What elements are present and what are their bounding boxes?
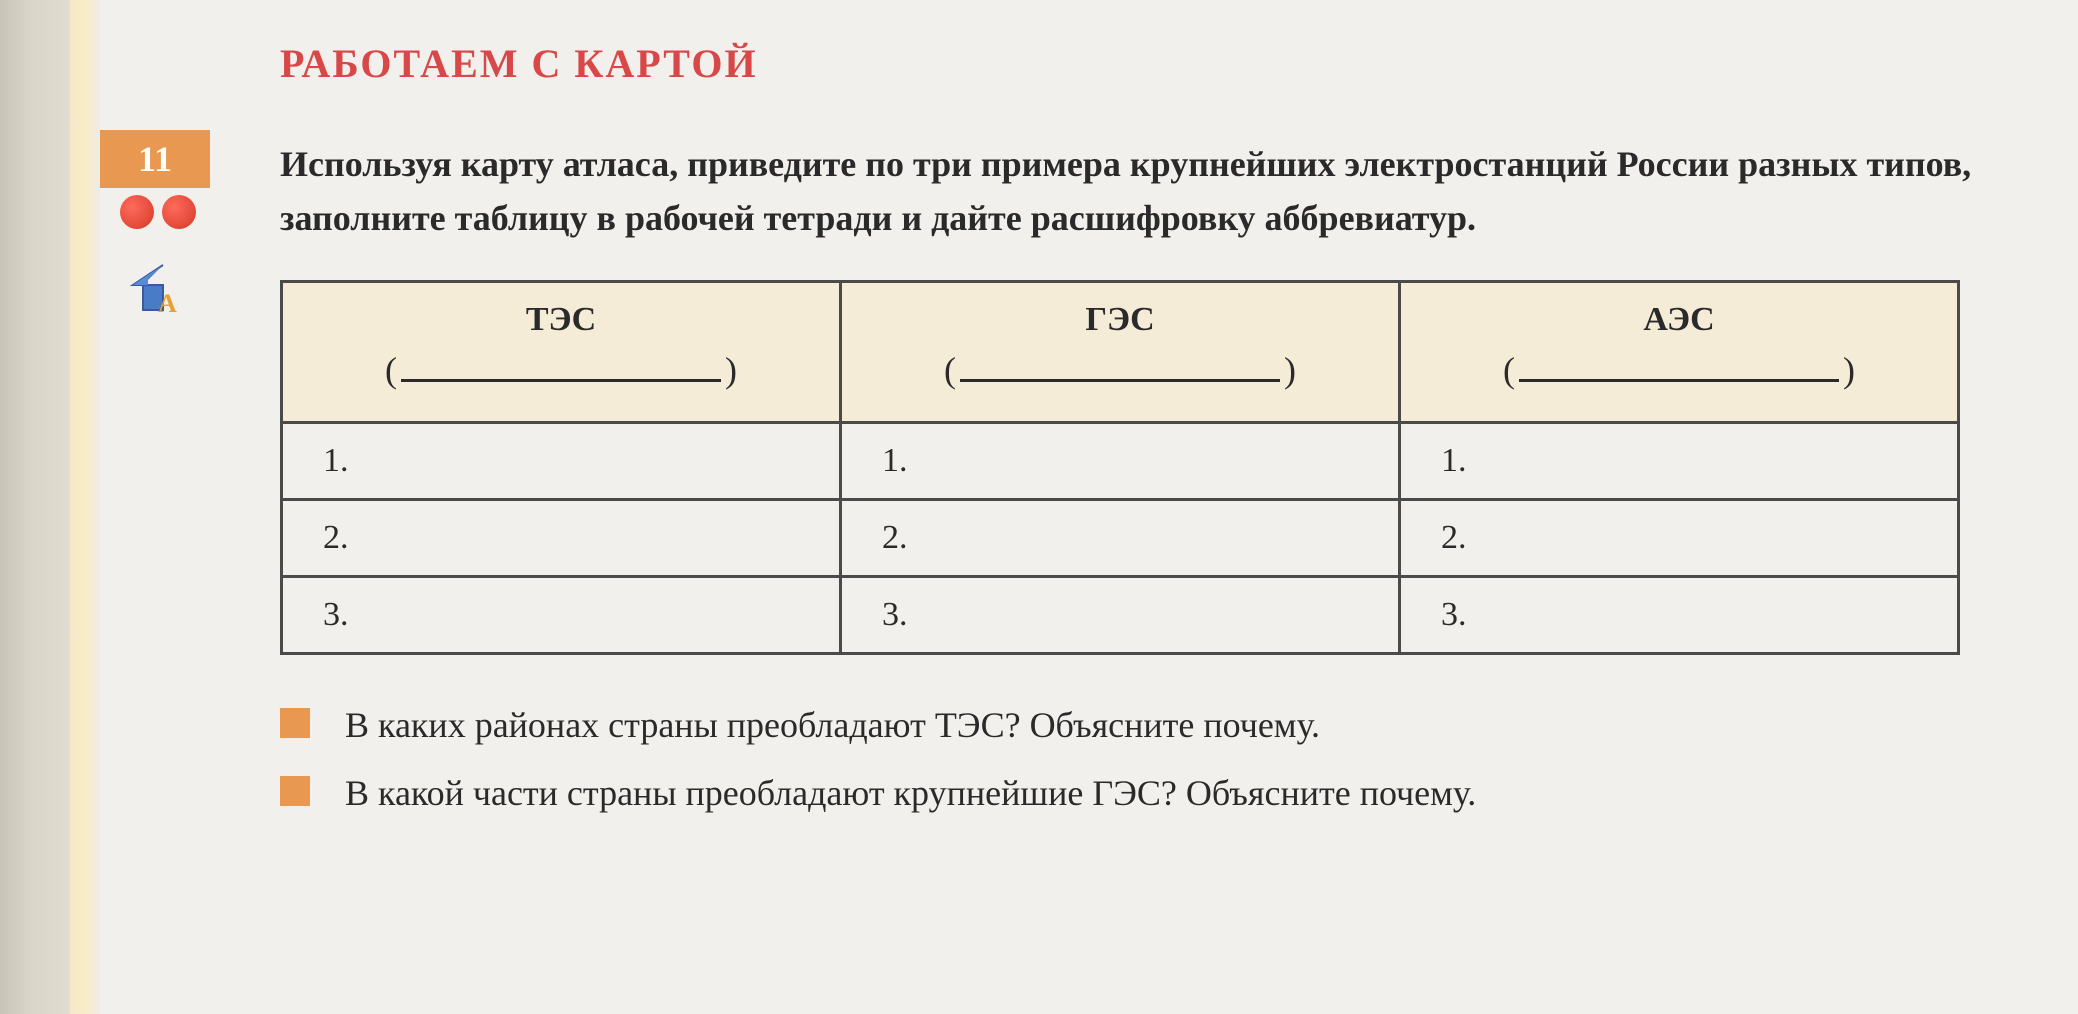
- table-cell: 2.: [841, 500, 1400, 577]
- abbrev-label: ГЭС: [1085, 301, 1154, 338]
- column-header-aes: АЭС (): [1400, 282, 1959, 423]
- table-row: 3. 3. 3.: [282, 577, 1959, 654]
- sub-question-item: В каких районах страны преобладают ТЭС? …: [280, 700, 1998, 750]
- page-binding-edge-inner: [70, 0, 100, 1014]
- column-header-ges: ГЭС (): [841, 282, 1400, 423]
- table-cell: 1.: [1400, 423, 1959, 500]
- atlas-reference-icon: А: [128, 260, 178, 320]
- table-cell: 3.: [282, 577, 841, 654]
- table-cell: 2.: [282, 500, 841, 577]
- table-row: 1. 1. 1.: [282, 423, 1959, 500]
- table-header-row: ТЭС () ГЭС () АЭС (): [282, 282, 1959, 423]
- expansion-blank: (): [1431, 349, 1927, 391]
- table-cell: 1.: [841, 423, 1400, 500]
- question-text: Используя карту атласа, приведите по три…: [280, 137, 1998, 245]
- table-cell: 1.: [282, 423, 841, 500]
- difficulty-indicator: [120, 195, 200, 234]
- bullet-square-icon: [280, 708, 310, 738]
- atlas-label: А: [158, 289, 177, 318]
- table-cell: 3.: [841, 577, 1400, 654]
- table-row: 2. 2. 2.: [282, 500, 1959, 577]
- column-header-tes: ТЭС (): [282, 282, 841, 423]
- sub-question-text: В каких районах страны преобладают ТЭС? …: [345, 700, 1320, 750]
- table-cell: 2.: [1400, 500, 1959, 577]
- difficulty-dot-icon: [162, 195, 196, 229]
- power-stations-table: ТЭС () ГЭС () АЭС () 1. 1. 1. 2.: [280, 280, 1960, 655]
- page-binding-edge: [0, 0, 70, 1014]
- expansion-blank: (): [872, 349, 1368, 391]
- section-title: РАБОТАЕМ С КАРТОЙ: [280, 40, 1998, 87]
- difficulty-dot-icon: [120, 195, 154, 229]
- page-content: РАБОТАЕМ С КАРТОЙ 11 А Используя карту а…: [100, 0, 2078, 1014]
- sub-question-item: В какой части страны преобладают крупней…: [280, 768, 1998, 818]
- abbrev-label: АЭС: [1643, 301, 1714, 338]
- sub-question-text: В какой части страны преобладают крупней…: [345, 768, 1476, 818]
- sub-questions-list: В каких районах страны преобладают ТЭС? …: [280, 700, 1998, 819]
- bullet-square-icon: [280, 776, 310, 806]
- question-number-badge: 11: [100, 130, 210, 188]
- table-cell: 3.: [1400, 577, 1959, 654]
- expansion-blank: (): [313, 349, 809, 391]
- abbrev-label: ТЭС: [526, 301, 596, 338]
